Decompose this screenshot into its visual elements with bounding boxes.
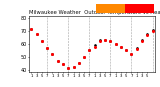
Bar [125,4,154,13]
Text: Milwaukee Weather  Outdoor Temperature vs Heat Index  (24 Hours): Milwaukee Weather Outdoor Temperature vs… [29,10,160,15]
Bar [96,4,125,13]
